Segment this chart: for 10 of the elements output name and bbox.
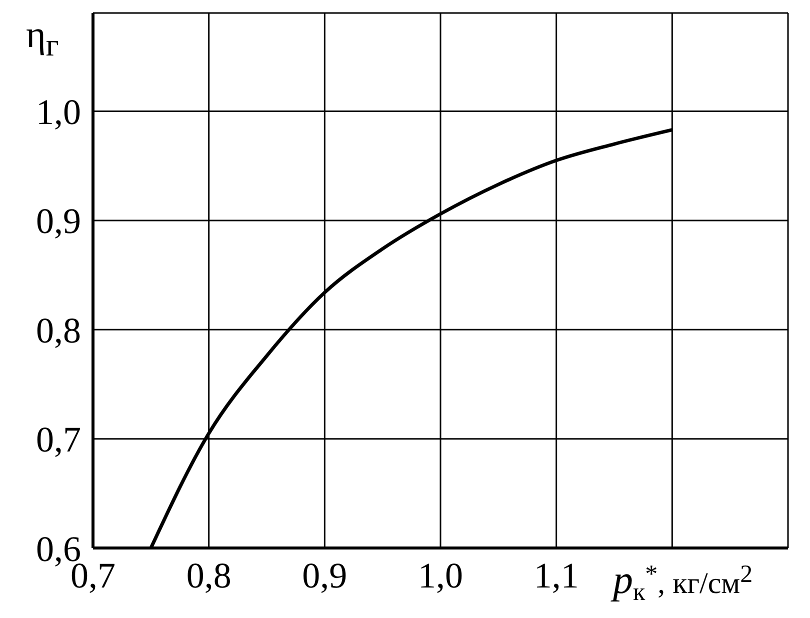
y-tick-label: 0,7 bbox=[36, 420, 81, 460]
y-tick-label: 0,8 bbox=[36, 310, 81, 350]
x-tick-label: 1,1 bbox=[534, 556, 579, 596]
x-tick-label: 0,8 bbox=[186, 556, 232, 596]
y-axis-title: η$_{г}$ bbox=[26, 14, 59, 63]
x-axis-title: p$_{к}$$^{*}$, кг/см$^{2}$ bbox=[613, 557, 753, 606]
y-tick-label: 0,9 bbox=[36, 201, 81, 242]
y-tick-label: 1,0 bbox=[36, 92, 81, 132]
x-tick-label: 0,9 bbox=[302, 556, 348, 596]
x-tick-label: 1,0 bbox=[418, 556, 463, 596]
